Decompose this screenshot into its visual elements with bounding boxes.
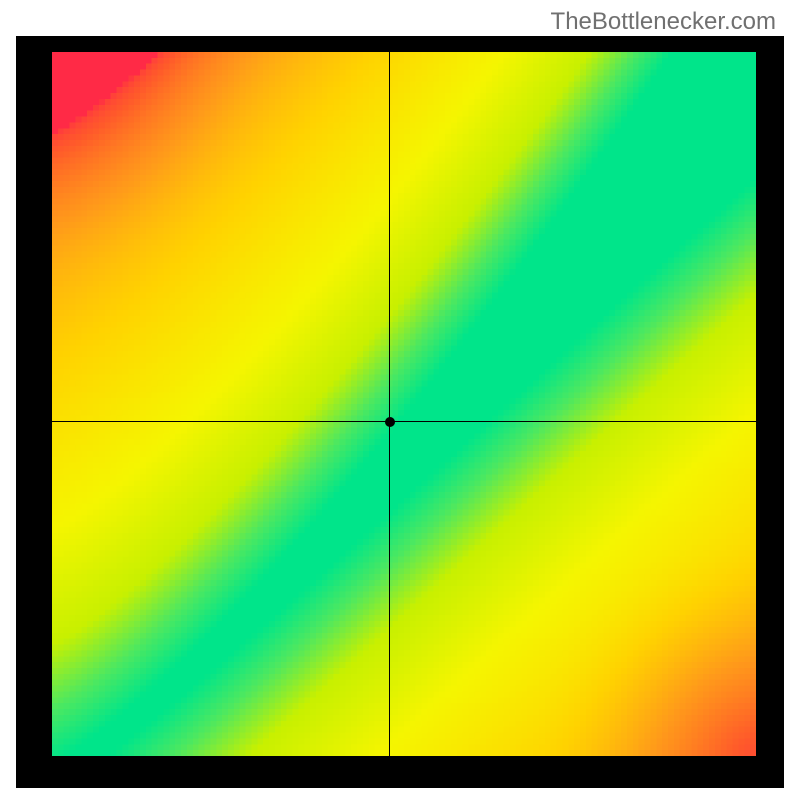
crosshair-vertical: [389, 52, 390, 756]
crosshair-horizontal: [52, 421, 756, 422]
bottleneck-heatmap: [52, 52, 756, 756]
watermark-label: TheBottlenecker.com: [551, 8, 776, 36]
selected-point: [385, 417, 395, 427]
chart-outer-frame: [16, 36, 784, 788]
